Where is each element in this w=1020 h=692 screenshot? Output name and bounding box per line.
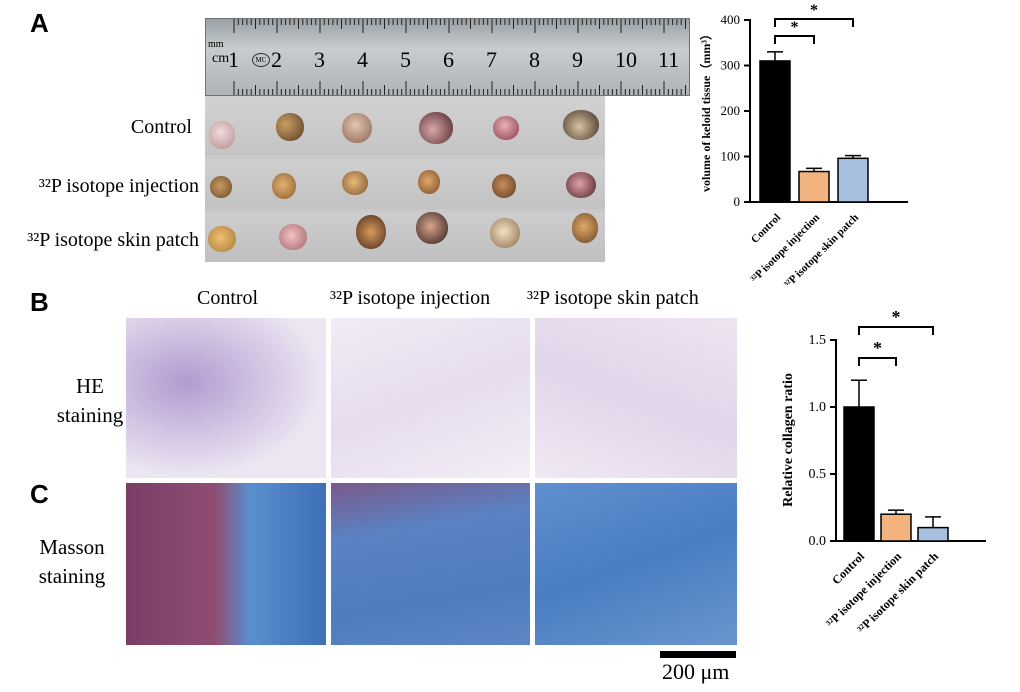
col-label-injection: ³²P isotope injection	[330, 287, 491, 309]
col-label-patch: ³²P isotope skin patch	[527, 287, 699, 309]
y-tick-label: 300	[721, 58, 741, 73]
significance-star: *	[810, 2, 818, 19]
nodule	[208, 226, 236, 252]
nodule	[210, 176, 232, 198]
he-label-line2: staining	[56, 403, 124, 427]
he-staining-label: HE staining	[55, 372, 125, 430]
volume-chart: volume of keloid tissue（mm³） 0 100 200 300 4…	[698, 2, 908, 285]
scale-bar	[660, 651, 736, 658]
masson-label-line1: Masson	[39, 535, 105, 559]
ruler-number: 4	[357, 47, 368, 72]
x-category-label: Control	[749, 212, 783, 246]
nodule	[419, 112, 453, 144]
nodule	[209, 121, 235, 149]
x-category-label: ³²P isotope injection	[748, 212, 822, 285]
nodule	[279, 224, 307, 250]
collagen-chart: Relative collagen ratio 0.00.51.01.5 Con…	[781, 307, 986, 636]
y-tick-label: 400	[721, 12, 741, 27]
ruler-number: 1	[228, 47, 239, 72]
ruler-number: 6	[443, 47, 454, 72]
he-micrograph-patch	[535, 318, 737, 478]
ruler-mm-label: mm	[208, 39, 224, 50]
collagen-chart-ylabel: Relative collagen ratio	[781, 373, 796, 507]
volume-chart-ylabel: volume of keloid tissue（mm³）	[698, 28, 713, 192]
row-label-injection: ³²P isotope injection	[38, 175, 199, 197]
masson-micrograph-injection	[331, 483, 530, 645]
ruler-number: 7	[486, 47, 497, 72]
ruler-number: 11	[658, 47, 680, 72]
ruler-number: 8	[529, 47, 540, 72]
significance-bracket	[858, 326, 934, 335]
ruler-cm-label: cm	[212, 51, 230, 66]
y-tick-label: 1.0	[809, 400, 827, 415]
y-tick-label: 0.5	[809, 467, 827, 482]
significance-bracket	[774, 35, 815, 44]
ruler-number: 9	[572, 47, 583, 72]
ruler-number: 5	[400, 47, 411, 72]
masson-label-line2: staining	[38, 564, 106, 588]
ruler-number: 2	[271, 47, 282, 72]
ruler: mm cm MC 1 2 3 4 5 6 7 8 9 10 11	[205, 18, 690, 96]
keloid-photo	[205, 95, 605, 262]
significance-bracket	[858, 357, 897, 366]
masson-micrograph-patch	[535, 483, 737, 645]
panel-letter-a: A	[30, 8, 49, 38]
he-label-line1: HE	[76, 374, 104, 398]
y-tick-label: 100	[721, 149, 741, 164]
panel-letter-b: B	[30, 287, 49, 317]
y-tick-label: 1.5	[809, 333, 827, 348]
nodule	[272, 173, 296, 199]
ruler-ticks	[233, 19, 686, 95]
bar	[843, 406, 875, 542]
bar	[837, 157, 869, 203]
y-tick-label: 0.0	[809, 534, 827, 549]
bar	[880, 513, 912, 542]
nodule	[276, 113, 304, 141]
nodule	[416, 212, 448, 244]
masson-staining-label: Masson staining	[22, 533, 122, 591]
nodule	[356, 215, 386, 249]
nodule	[492, 174, 516, 198]
col-label-control: Control	[197, 287, 259, 309]
nodule	[493, 116, 519, 140]
nodule	[342, 171, 368, 195]
significance-bracket	[774, 18, 854, 27]
nodule	[490, 218, 520, 248]
bar	[798, 170, 830, 203]
y-tick-label: 200	[721, 103, 741, 118]
significance-star: *	[873, 338, 882, 358]
y-tick-label: 0	[734, 194, 741, 209]
row-label-control: Control	[130, 116, 192, 138]
masson-micrograph-control	[126, 483, 326, 645]
nodule	[566, 172, 596, 198]
bar	[917, 526, 949, 542]
he-micrograph-injection	[331, 318, 530, 478]
nodule	[418, 170, 440, 194]
bar	[759, 60, 791, 203]
panel-letter-c: C	[30, 479, 49, 509]
significance-star: *	[892, 307, 901, 327]
significance-star: *	[791, 19, 799, 36]
row-label-patch: ³²P isotope skin patch	[27, 229, 199, 251]
nodule	[572, 213, 598, 243]
ruler-number: 10	[615, 47, 637, 72]
scale-bar-label: 200 μm	[662, 659, 730, 684]
ruler-brand-logo: MC	[252, 53, 270, 67]
he-micrograph-control	[126, 318, 326, 478]
nodule	[342, 113, 372, 143]
nodule	[563, 110, 599, 140]
ruler-number: 3	[314, 47, 325, 72]
